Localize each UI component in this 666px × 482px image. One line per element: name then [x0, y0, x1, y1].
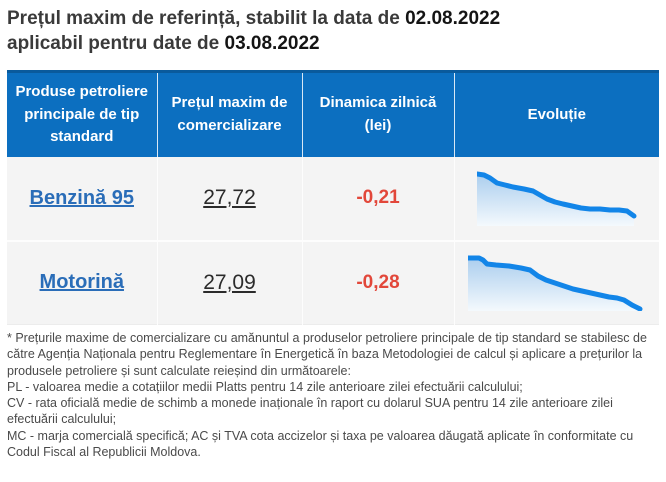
product-cell: Motorină [7, 239, 157, 325]
product-link-motorina[interactable]: Motorină [39, 271, 124, 294]
evolution-cell [453, 239, 659, 325]
table-row: Benzină 95 27,72 -0,21 [7, 156, 659, 241]
title-text-1: Prețul maxim de referință, stabilit la d… [7, 8, 406, 29]
evolution-sparkline-motorina [467, 255, 643, 312]
evolution-cell [453, 156, 659, 241]
fuel-price-table: Produse petroliere principale de tip sta… [7, 70, 659, 326]
footnote-paragraph-methodology: * Prețurile maxime de comercializare cu … [7, 331, 647, 378]
page-title: Prețul maxim de referință, stabilit la d… [7, 6, 659, 56]
table-row: Motorină 27,09 -0,28 [7, 239, 659, 325]
title-text-2: aplicabil pentru date de [7, 33, 225, 55]
evolution-sparkline-benzina [476, 171, 637, 226]
col-header-products: Produse petroliere principale de tip sta… [7, 70, 157, 157]
footnote-paragraph-pl: PL - valoarea medie a cotațiilor medii P… [7, 379, 523, 394]
footnote: * Prețurile maxime de comercializare cu … [7, 330, 659, 460]
price-value[interactable]: 27,09 [203, 270, 256, 294]
product-cell: Benzină 95 [7, 156, 157, 241]
col-header-evolution: Evoluție [453, 70, 659, 157]
footnote-paragraph-cv: CV - rata oficială medie de schimb a mon… [7, 396, 613, 427]
daily-dynamics-value: -0,21 [356, 187, 400, 209]
daily-dynamics-value: -0,28 [356, 271, 400, 293]
title-date-1: 02.08.2022 [405, 8, 501, 29]
daily-dynamics-cell: -0,28 [301, 239, 454, 325]
title-date-2: 03.08.2022 [224, 33, 320, 55]
price-value[interactable]: 27,72 [203, 186, 256, 210]
daily-dynamics-cell: -0,21 [301, 156, 454, 241]
max-price-cell: 27,09 [156, 239, 302, 325]
footnote-paragraph-mc: MC - marja comercială specifică; AC și T… [7, 428, 634, 459]
product-link-benzina-95[interactable]: Benzină 95 [29, 186, 134, 209]
max-price-cell: 27,72 [156, 156, 302, 241]
col-header-daily-dynamics: Dinamica zilnică (lei) [301, 70, 454, 157]
col-header-max-price: Prețul maxim de comercializare [156, 70, 302, 157]
table-header-row: Produse petroliere principale de tip sta… [7, 70, 659, 157]
